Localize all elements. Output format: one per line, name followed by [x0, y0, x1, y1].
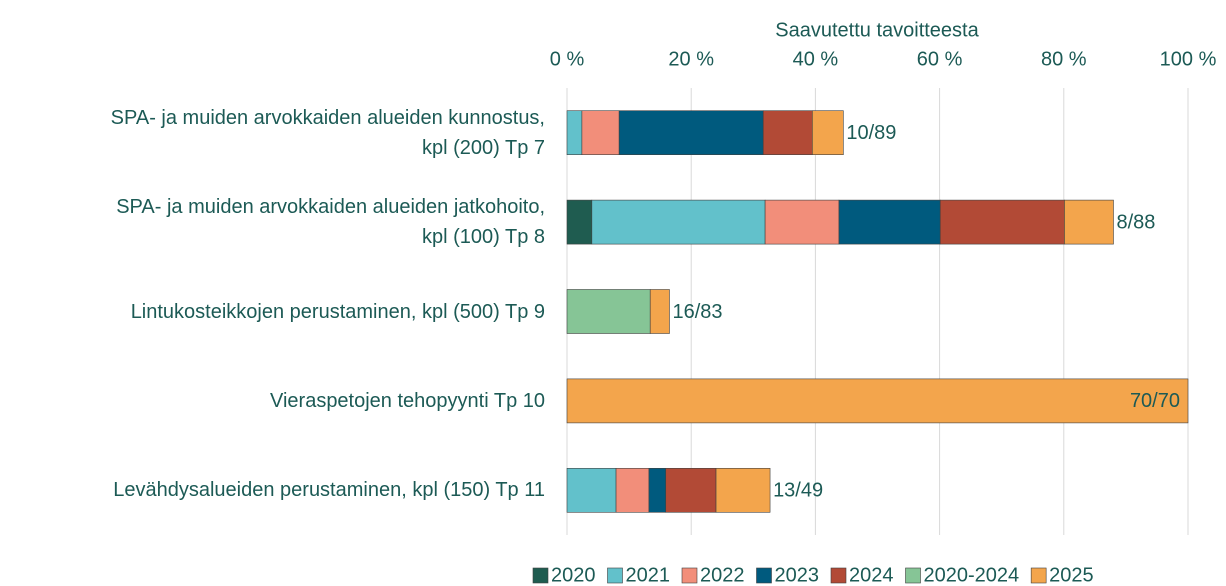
- bar-segment: [615, 467, 650, 513]
- legend-swatch: [681, 567, 698, 584]
- legend-label: 2024: [849, 564, 894, 586]
- bar-segment: [581, 110, 620, 155]
- legend-label: 2020-2024: [924, 564, 1020, 586]
- bar-segment: [566, 289, 651, 334]
- legend-label: 2020: [551, 564, 596, 586]
- legend-label: 2021: [626, 564, 671, 586]
- bar-segment: [566, 110, 583, 155]
- bar-segment: [566, 467, 617, 513]
- bar-segment: [591, 199, 766, 245]
- bar-segment: [838, 199, 941, 245]
- bar-segment: [648, 467, 667, 513]
- legend-label: 2023: [775, 564, 820, 586]
- bar-segment: [939, 199, 1065, 245]
- bar-segment: [764, 199, 840, 245]
- bar-segment: [665, 467, 717, 513]
- bar-label: 16/83: [672, 301, 722, 323]
- legend-swatch: [905, 567, 921, 584]
- axis-title: Saavutettu tavoitteesta: [775, 19, 979, 41]
- x-tick-label: 20 %: [668, 48, 714, 70]
- x-tick-label: 80 %: [1041, 48, 1087, 70]
- bar-segment: [811, 110, 844, 155]
- bar-segment: [566, 378, 1189, 424]
- bar-label: 8/88: [1116, 211, 1155, 233]
- legend-swatch: [830, 567, 847, 584]
- x-tick-label: 100 %: [1160, 48, 1217, 70]
- legend-swatch: [1030, 567, 1047, 584]
- bar-segment: [618, 110, 764, 155]
- legend-label: 2025: [1049, 564, 1094, 586]
- bar-label: 10/89: [846, 122, 896, 144]
- x-tick-label: 0 %: [550, 48, 585, 70]
- bar-segment: [566, 199, 593, 245]
- legend-label: 2022: [700, 564, 745, 586]
- category-label: Vieraspetojen tehopyynti Tp 10: [269, 389, 545, 412]
- legend-swatch: [532, 567, 549, 584]
- category-label: SPA- ja muiden arvokkaiden alueiden jatk…: [116, 196, 545, 249]
- x-tick-label: 60 %: [917, 48, 963, 70]
- bar-segment: [715, 467, 771, 513]
- bar-label: 70/70: [1130, 390, 1180, 412]
- category-label: SPA- ja muiden arvokkaiden alueiden kunn…: [110, 106, 545, 159]
- bar-segment: [1064, 199, 1114, 245]
- legend-swatch: [756, 567, 772, 584]
- bar-segment: [762, 110, 813, 155]
- category-label: Lintukosteikkojen perustaminen, kpl (500…: [130, 300, 545, 323]
- category-label: Levähdysalueiden perustaminen, kpl (150)…: [113, 479, 545, 502]
- bar-label: 13/49: [773, 480, 823, 502]
- legend-swatch: [607, 567, 623, 584]
- x-tick-label: 40 %: [793, 48, 839, 70]
- bar-segment: [649, 289, 670, 334]
